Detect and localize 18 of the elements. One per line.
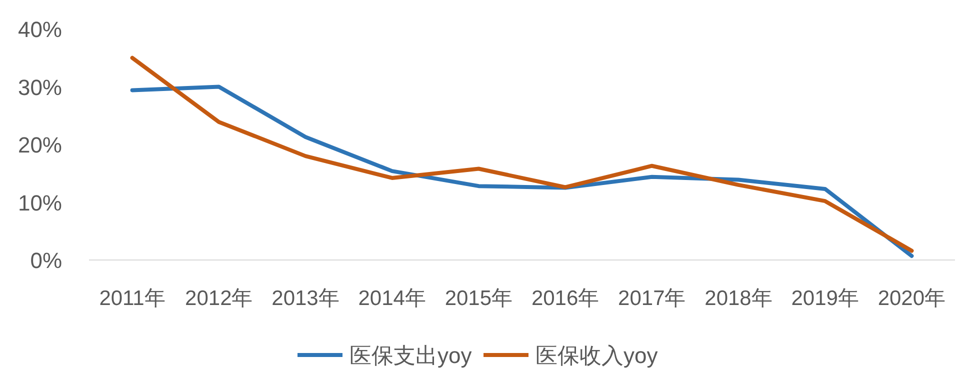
x-tick-label: 2017年	[618, 287, 686, 310]
y-tick-label: 10%	[18, 190, 62, 216]
legend-label: 医保收入yoy	[536, 343, 658, 368]
x-tick-label: 2016年	[531, 287, 600, 310]
x-tick-label: 2018年	[704, 287, 772, 310]
x-tick-label: 2014年	[358, 287, 426, 310]
y-tick-label: 40%	[18, 17, 62, 42]
x-tick-label: 2012年	[185, 287, 253, 310]
x-tick-label: 2013年	[272, 287, 340, 310]
legend-label: 医保支出yoy	[350, 343, 472, 368]
x-tick-label: 2015年	[444, 287, 513, 310]
x-tick-label: 2019年	[791, 287, 859, 310]
line-series	[130, 56, 914, 253]
y-tick-label: 20%	[18, 132, 62, 158]
x-tick-label: 2011年	[99, 287, 166, 310]
y-tick-label: 0%	[30, 248, 62, 273]
y-tick-label: 30%	[18, 74, 62, 100]
x-tick-label: 2020年	[878, 287, 946, 310]
